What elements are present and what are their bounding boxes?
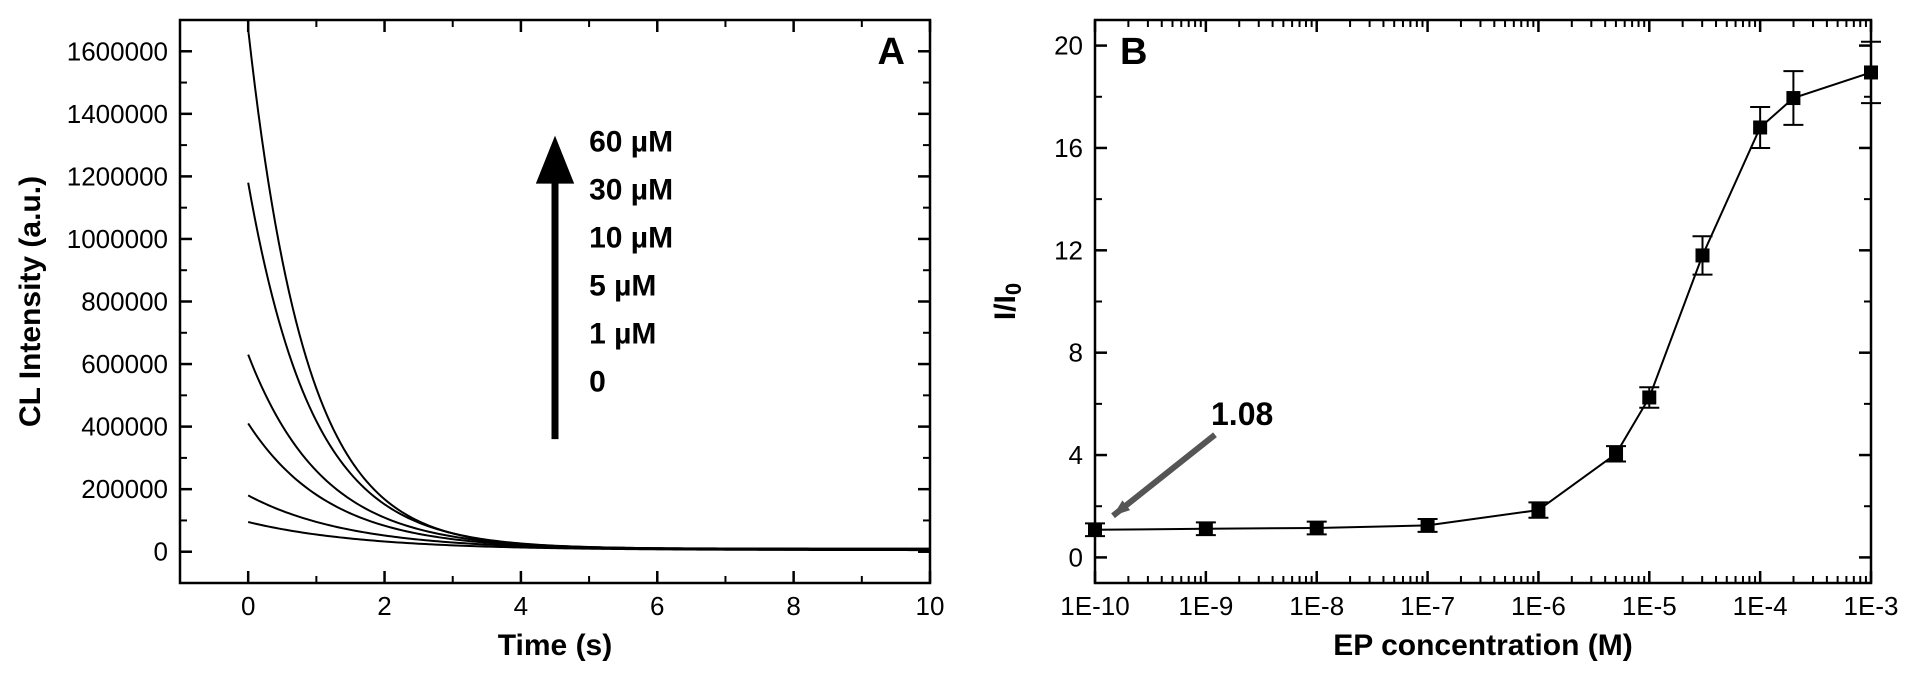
svg-text:6: 6 — [650, 591, 664, 621]
svg-text:1.08: 1.08 — [1211, 396, 1273, 432]
svg-text:1200000: 1200000 — [67, 161, 168, 191]
panel-b-svg: 1E-10 1E-9 1E-8 1E-7 1E-6 1E-5 1E-4 1E-3 0 4 8 12 16… — [960, 0, 1911, 673]
svg-text:B: B — [1120, 31, 1147, 73]
svg-text:30 µM: 30 µM — [589, 173, 673, 206]
svg-text:4: 4 — [1069, 440, 1083, 470]
svg-text:20: 20 — [1054, 31, 1083, 61]
svg-text:2: 2 — [377, 591, 391, 621]
svg-text:400000: 400000 — [81, 412, 168, 442]
svg-text:1E-10: 1E-10 — [1060, 591, 1129, 621]
svg-text:10 µM: 10 µM — [589, 221, 673, 254]
svg-text:12: 12 — [1054, 235, 1083, 265]
svg-text:4: 4 — [514, 591, 528, 621]
svg-text:EP concentration (M): EP concentration (M) — [1333, 629, 1632, 662]
svg-text:1600000: 1600000 — [67, 36, 168, 66]
svg-text:60 µM: 60 µM — [589, 125, 673, 158]
svg-text:0: 0 — [154, 537, 168, 567]
svg-text:CL Intensity (a.u.): CL Intensity (a.u.) — [14, 176, 47, 427]
figure-container: 0 2 4 6 8 10 0 200000 400000 600000 800000 1000000 1… — [0, 0, 1911, 673]
svg-text:1E-7: 1E-7 — [1400, 591, 1455, 621]
panel-a: 0 2 4 6 8 10 0 200000 400000 600000 800000 1000000 1… — [0, 0, 960, 673]
svg-text:0: 0 — [241, 591, 255, 621]
svg-text:0: 0 — [1069, 542, 1083, 572]
svg-text:1000000: 1000000 — [67, 224, 168, 254]
svg-text:8: 8 — [1069, 338, 1083, 368]
svg-text:800000: 800000 — [81, 287, 168, 317]
svg-text:8: 8 — [786, 591, 800, 621]
svg-text:1E-5: 1E-5 — [1622, 591, 1677, 621]
panel-a-svg: 0 2 4 6 8 10 0 200000 400000 600000 800000 1000000 1… — [0, 0, 960, 673]
panel-b: 1E-10 1E-9 1E-8 1E-7 1E-6 1E-5 1E-4 1E-3 0 4 8 12 16… — [960, 0, 1911, 673]
svg-text:1E-4: 1E-4 — [1733, 591, 1788, 621]
svg-text:1400000: 1400000 — [67, 99, 168, 129]
svg-text:1E-8: 1E-8 — [1289, 591, 1344, 621]
svg-text:600000: 600000 — [81, 349, 168, 379]
svg-text:Time (s): Time (s) — [498, 629, 612, 662]
svg-text:10: 10 — [916, 591, 945, 621]
svg-text:I/I0: I/I0 — [989, 283, 1026, 320]
svg-text:A: A — [878, 31, 905, 73]
svg-text:1E-9: 1E-9 — [1178, 591, 1233, 621]
svg-text:200000: 200000 — [81, 474, 168, 504]
svg-text:1E-3: 1E-3 — [1844, 591, 1899, 621]
svg-text:16: 16 — [1054, 133, 1083, 163]
svg-text:0: 0 — [589, 365, 606, 398]
svg-text:1 µM: 1 µM — [589, 317, 656, 350]
svg-text:5 µM: 5 µM — [589, 269, 656, 302]
svg-text:1E-6: 1E-6 — [1511, 591, 1566, 621]
